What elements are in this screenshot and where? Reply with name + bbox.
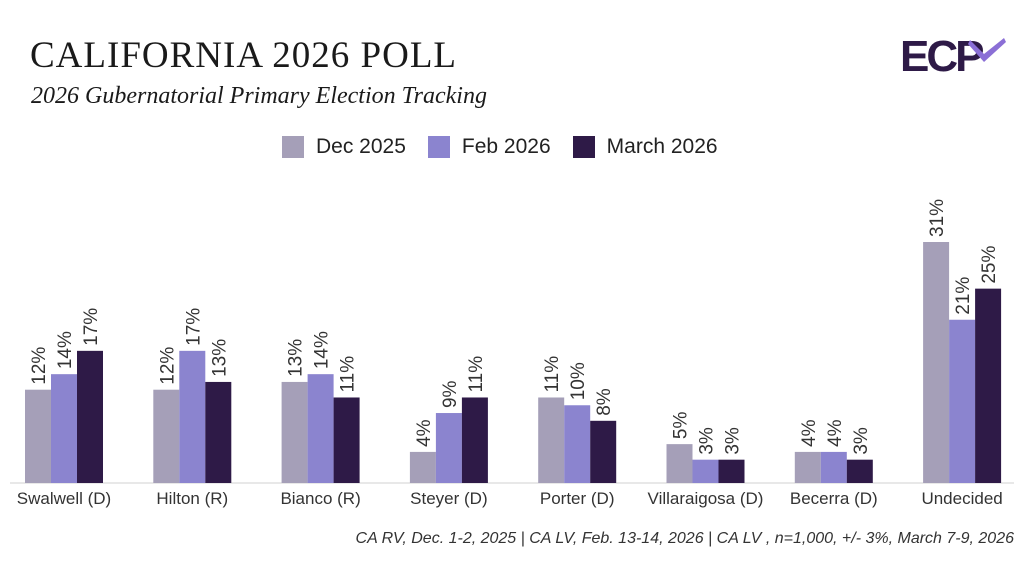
chart-subtitle: 2026 Gubernatorial Primary Election Trac… xyxy=(31,83,487,109)
bar-swalwell-d-feb-2026 xyxy=(51,374,77,483)
bar-bianco-r-dec-2025 xyxy=(281,381,308,483)
data-label-bianco-r-march-2026: 11% xyxy=(338,356,359,393)
bar-porter-d-march-2026 xyxy=(590,420,617,483)
bar-villaraigosa-d-dec-2025 xyxy=(666,444,693,483)
data-label-swalwell-d-dec-2025: 12% xyxy=(29,347,50,385)
data-label-becerra-d-march-2026: 3% xyxy=(851,427,872,455)
data-label-steyer-d-dec-2025: 4% xyxy=(414,419,435,447)
bar-hilton-r-dec-2025 xyxy=(153,389,180,483)
data-label-hilton-r-feb-2026: 17% xyxy=(183,308,204,346)
bar-becerra-d-feb-2026 xyxy=(820,451,847,483)
bar-becerra-d-dec-2025 xyxy=(794,451,821,483)
legend-item-dec-2025: Dec 2025 xyxy=(282,135,406,159)
data-label-villaraigosa-d-march-2026: 3% xyxy=(723,427,744,455)
bar-swalwell-d-dec-2025 xyxy=(25,389,51,483)
ecp-logo: ECP xyxy=(900,34,1006,80)
bar-steyer-d-march-2026 xyxy=(461,397,488,483)
legend-item-feb-2026: Feb 2026 xyxy=(427,135,551,159)
data-label-villaraigosa-d-feb-2026: 3% xyxy=(697,427,718,455)
data-label-swalwell-d-march-2026: 17% xyxy=(81,308,102,346)
bar-becerra-d-march-2026 xyxy=(846,459,873,483)
data-label-undecided-march-2026: 25% xyxy=(979,246,1000,284)
bar-bianco-r-march-2026 xyxy=(333,397,360,483)
logo-checkmark-icon xyxy=(968,38,1006,62)
bar-bianco-r-feb-2026 xyxy=(307,374,334,483)
data-label-hilton-r-march-2026: 13% xyxy=(209,339,230,377)
chart-legend: Dec 2025 Feb 2026 March 2026 xyxy=(282,135,740,159)
category-label-bianco-r: Bianco (R) xyxy=(280,489,360,508)
data-label-steyer-d-march-2026: 11% xyxy=(466,356,487,393)
data-label-undecided-dec-2025: 31% xyxy=(927,199,948,237)
category-label-hilton-r: Hilton (R) xyxy=(156,489,228,508)
bar-porter-d-feb-2026 xyxy=(564,405,591,483)
data-label-bianco-r-dec-2025: 13% xyxy=(286,339,307,377)
bar-undecided-feb-2026 xyxy=(949,319,976,483)
data-label-swalwell-d-feb-2026: 14% xyxy=(55,331,76,369)
legend-label-dec-2025: Dec 2025 xyxy=(316,135,406,158)
bar-steyer-d-dec-2025 xyxy=(409,451,436,483)
data-label-porter-d-march-2026: 8% xyxy=(594,388,615,416)
bar-porter-d-dec-2025 xyxy=(538,397,565,483)
category-label-undecided: Undecided xyxy=(921,489,1002,508)
bar-swalwell-d-march-2026 xyxy=(77,350,103,483)
data-label-hilton-r-dec-2025: 12% xyxy=(157,347,178,385)
data-label-becerra-d-feb-2026: 4% xyxy=(825,419,846,447)
data-label-steyer-d-feb-2026: 9% xyxy=(440,380,461,408)
legend-swatch-dec-2025 xyxy=(282,136,304,158)
bar-hilton-r-feb-2026 xyxy=(179,350,206,483)
legend-swatch-feb-2026 xyxy=(427,136,450,158)
category-label-porter-d: Porter (D) xyxy=(540,489,615,508)
legend-swatch-march-2026 xyxy=(572,136,595,158)
data-label-becerra-d-dec-2025: 4% xyxy=(799,419,820,447)
bar-steyer-d-feb-2026 xyxy=(435,413,462,483)
category-label-steyer-d: Steyer (D) xyxy=(410,489,487,508)
legend-label-march-2026: March 2026 xyxy=(606,135,718,158)
legend-item-march-2026: March 2026 xyxy=(572,135,718,159)
data-label-villaraigosa-d-dec-2025: 5% xyxy=(671,412,692,440)
category-label-becerra-d: Becerra (D) xyxy=(790,489,878,508)
data-label-porter-d-dec-2025: 11% xyxy=(542,356,563,393)
data-label-bianco-r-feb-2026: 14% xyxy=(312,331,333,369)
chart-title: CALIFORNIA 2026 POLL xyxy=(30,35,458,76)
bar-villaraigosa-d-march-2026 xyxy=(718,459,745,483)
bar-undecided-march-2026 xyxy=(975,288,1002,483)
footnote: CA RV, Dec. 1-2, 2025 | CA LV, Feb. 13-1… xyxy=(355,530,1014,547)
bar-undecided-dec-2025 xyxy=(923,242,950,483)
bar-hilton-r-march-2026 xyxy=(205,381,232,483)
legend-label-feb-2026: Feb 2026 xyxy=(461,135,551,158)
data-label-porter-d-feb-2026: 10% xyxy=(568,362,589,400)
data-label-undecided-feb-2026: 21% xyxy=(953,277,974,315)
category-label-swalwell-d: Swalwell (D) xyxy=(17,489,111,508)
bar-villaraigosa-d-feb-2026 xyxy=(692,459,719,483)
category-label-villaraigosa-d: Villaraigosa (D) xyxy=(648,489,764,508)
